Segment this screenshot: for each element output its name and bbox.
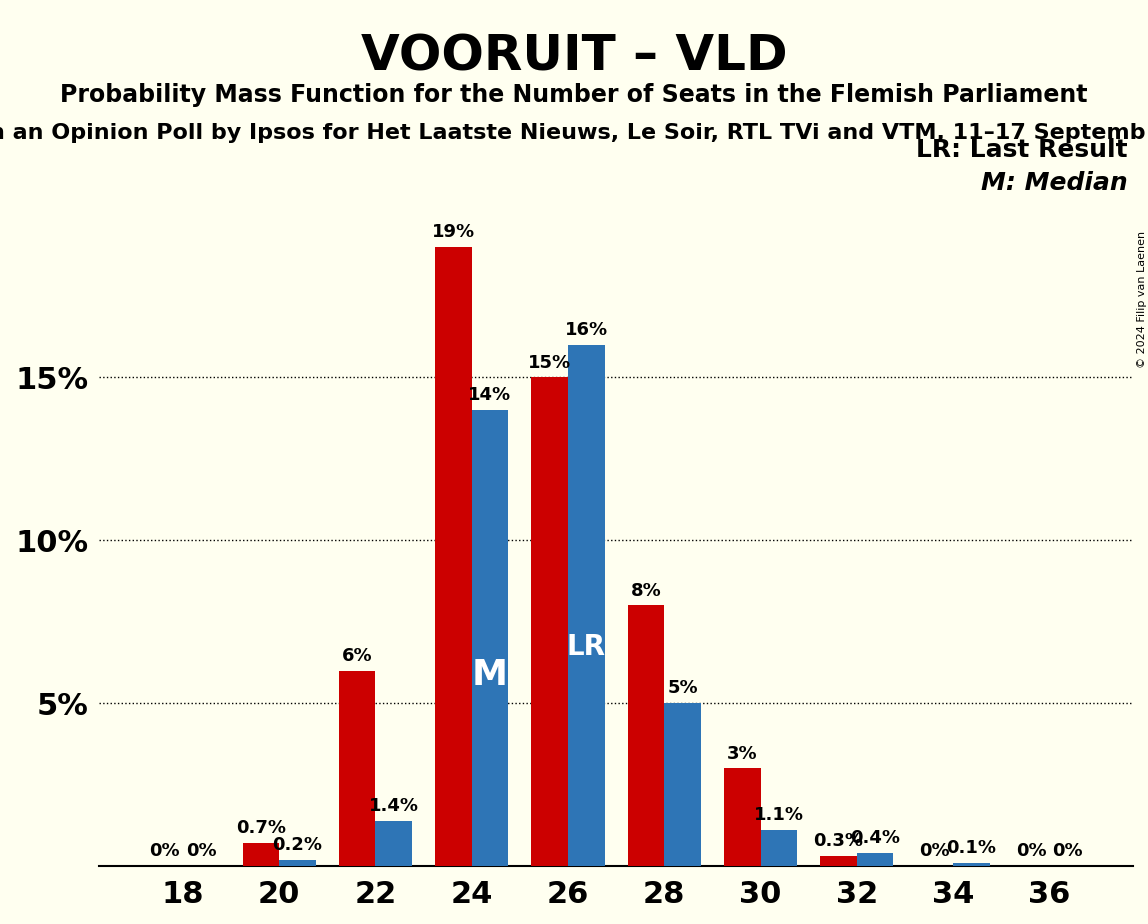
Bar [724,769,761,866]
Bar [761,831,797,866]
Bar [375,821,412,866]
Text: LR: LR [567,633,606,662]
Text: M: M [472,658,507,691]
Text: 8%: 8% [630,581,661,600]
Bar [242,844,279,866]
Text: 0.2%: 0.2% [272,835,323,854]
Text: 0.1%: 0.1% [946,839,996,857]
Bar [339,671,375,866]
Text: n an Opinion Poll by Ipsos for Het Laatste Nieuws, Le Soir, RTL TVi and VTM, 11–: n an Opinion Poll by Ipsos for Het Laats… [0,123,1145,143]
Text: 0%: 0% [186,843,217,860]
Bar [472,410,509,866]
Text: 16%: 16% [565,321,607,339]
Bar [568,345,605,866]
Text: 19%: 19% [432,224,475,241]
Text: 0.3%: 0.3% [814,833,863,850]
Text: 0%: 0% [149,843,180,860]
Bar [953,863,990,866]
Text: © 2024 Filip van Laenen: © 2024 Filip van Laenen [1138,231,1147,368]
Text: 14%: 14% [468,386,512,404]
Text: M: Median: M: Median [982,171,1127,195]
Text: 5%: 5% [667,679,698,698]
Text: 0.7%: 0.7% [235,820,286,837]
Bar [435,247,472,866]
Text: VOORUIT – VLD: VOORUIT – VLD [360,32,788,80]
Text: 1.1%: 1.1% [754,807,804,824]
Text: 3%: 3% [727,745,758,762]
Text: 0.4%: 0.4% [851,829,900,847]
Bar [279,859,316,866]
Text: 0%: 0% [920,843,951,860]
Text: 15%: 15% [528,354,572,371]
Bar [821,857,856,866]
Text: 0%: 0% [1053,843,1083,860]
Text: 6%: 6% [342,647,372,664]
Bar [665,703,700,866]
Bar [532,377,568,866]
Bar [856,853,893,866]
Bar [628,605,665,866]
Text: LR: Last Result: LR: Last Result [916,138,1127,162]
Text: Probability Mass Function for the Number of Seats in the Flemish Parliament: Probability Mass Function for the Number… [60,83,1088,107]
Text: 1.4%: 1.4% [369,796,419,815]
Text: 0%: 0% [1016,843,1047,860]
